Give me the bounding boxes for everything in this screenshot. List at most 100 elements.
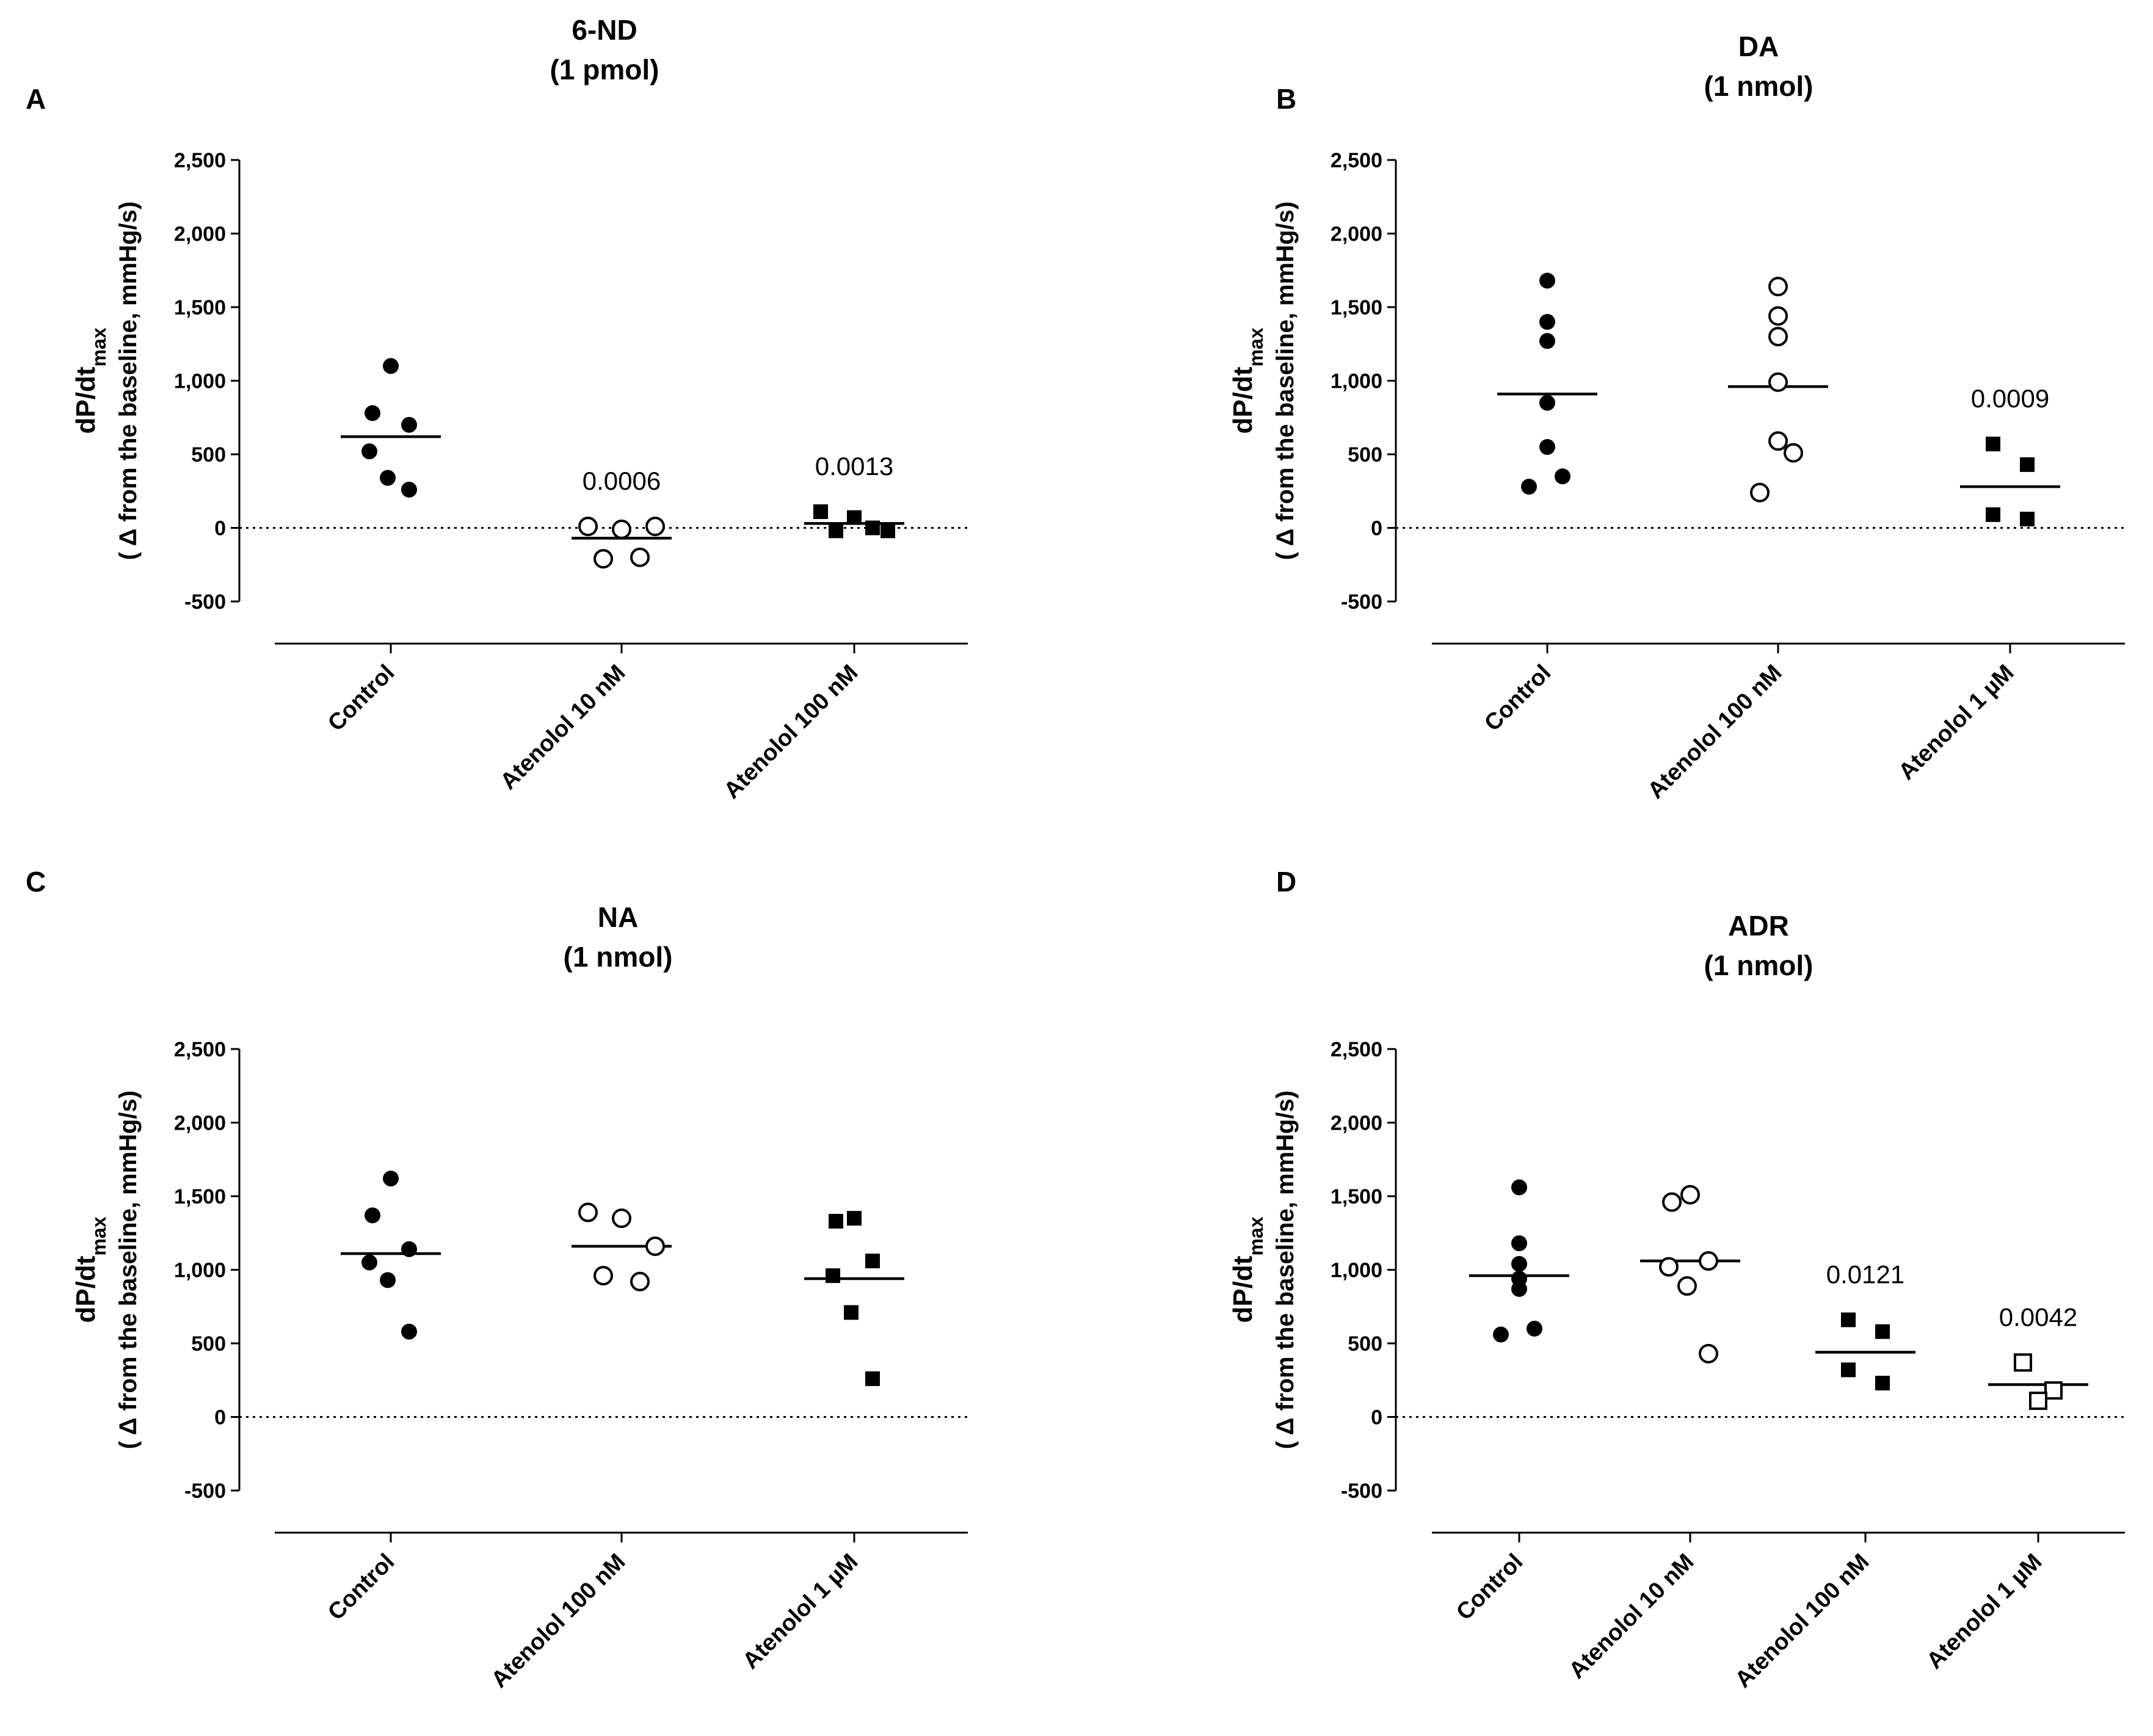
p-value-annotation: 0.0006 [583, 467, 661, 495]
y-axis-label: dP/dtmax [71, 1216, 110, 1323]
chart-title: (1 nmol) [1704, 70, 1814, 102]
data-point [630, 547, 650, 567]
y-tick-label: 0 [1371, 1406, 1382, 1429]
data-point [401, 416, 417, 433]
data-point [2020, 512, 2035, 527]
data-point [612, 1208, 631, 1229]
x-tick-label: Atenolol 1 µM [1922, 1549, 2047, 1674]
data-point [578, 1202, 598, 1222]
data-point [1784, 443, 1803, 463]
data-point [1511, 1255, 1527, 1272]
chart-title: 6-ND [572, 14, 637, 46]
data-point [1677, 1276, 1697, 1296]
chart-title: (1 pmol) [550, 54, 659, 85]
data-point [847, 510, 862, 525]
data-point [365, 1207, 380, 1224]
data-point [1539, 438, 1555, 455]
data-point [578, 517, 598, 537]
chart-panel-B: B DA (1 nmol) -500 0 500 1,000 1,500 2,000 2,500 d… [1228, 31, 2125, 804]
y-tick-label: 2,500 [1331, 149, 1382, 172]
data-point [380, 1272, 396, 1288]
y-tick-label: 2,000 [174, 1112, 226, 1135]
data-point [361, 443, 377, 460]
data-point [865, 1371, 880, 1386]
y-tick-label: -500 [1341, 1480, 1382, 1503]
y-axis-label-sub: ( Δ from the baseline, mmHg/s) [1272, 1091, 1299, 1449]
data-point [1768, 306, 1788, 326]
y-tick-label: 1,500 [174, 296, 226, 319]
x-tick-label: Control [323, 1549, 399, 1625]
data-point [1662, 1192, 1682, 1212]
chart-panel-D: D ADR (1 nmol) -500 0 500 1,000 1,500 2,000 2,500… [1228, 866, 2125, 1693]
data-point [1841, 1312, 1856, 1327]
data-point [1875, 1324, 1890, 1339]
data-point [594, 1266, 613, 1286]
chart-title: (1 nmol) [564, 941, 673, 973]
y-tick-label: 2,000 [1331, 1112, 1382, 1135]
y-axis-label: dP/dtmax [1228, 1216, 1267, 1323]
y-tick-label: -500 [184, 590, 226, 614]
data-point [594, 549, 613, 569]
y-tick-label: 1,000 [174, 370, 226, 393]
data-point [1493, 1326, 1509, 1343]
data-point [813, 504, 828, 519]
data-point [401, 1323, 417, 1340]
y-tick-label: 2,500 [174, 1038, 226, 1061]
y-axis-label: dP/dtmax [71, 327, 110, 434]
data-point [2014, 1353, 2032, 1372]
chart-title: DA [1738, 31, 1779, 62]
y-tick-label: 2,500 [174, 149, 226, 172]
data-point [829, 1213, 843, 1229]
data-point [630, 1271, 650, 1291]
chart-panel-C: C NA (1 nmol) -500 0 500 1,000 1,500 2,000 2,500 d… [26, 866, 968, 1693]
data-point [380, 470, 396, 486]
chart-title: NA [598, 901, 638, 933]
data-point [383, 358, 399, 374]
data-point [1841, 1362, 1856, 1378]
data-point [1768, 372, 1788, 392]
data-point [826, 1268, 840, 1284]
data-point [1511, 1280, 1527, 1297]
data-point [844, 1305, 859, 1320]
x-tick-label: Atenolol 100 nM [719, 660, 863, 804]
data-point [645, 517, 665, 537]
data-point [2044, 1381, 2063, 1400]
data-point [1659, 1257, 1679, 1277]
data-point [1986, 437, 2000, 452]
y-tick-label: 1,500 [1331, 296, 1382, 319]
panel-label: D [1276, 866, 1296, 898]
y-axis-label-sub: ( Δ from the baseline, mmHg/s) [115, 1091, 142, 1449]
y-axis-label-sub: ( Δ from the baseline, mmHg/s) [115, 202, 142, 560]
data-point [1555, 468, 1570, 485]
data-point [829, 523, 843, 539]
y-tick-label: 0 [1371, 517, 1382, 540]
data-point [401, 481, 417, 498]
x-tick-label: Atenolol 100 nM [1643, 660, 1787, 804]
data-point [1680, 1185, 1700, 1205]
data-point [612, 519, 631, 539]
y-tick-label: 1,000 [174, 1259, 226, 1282]
chart-panel-A: A 6-ND (1 pmol) -500 0 500 1,000 1,500 2,000 2,50… [26, 14, 968, 804]
data-point [401, 1241, 417, 1257]
x-tick-label: Control [1480, 660, 1556, 736]
data-point [1768, 327, 1788, 347]
data-point [1875, 1376, 1890, 1391]
y-tick-label: 1,500 [174, 1185, 226, 1208]
data-point [1699, 1251, 1718, 1271]
data-point [1768, 277, 1788, 297]
data-point [865, 1254, 880, 1269]
y-tick-label: -500 [1341, 590, 1382, 614]
data-point [2029, 1391, 2047, 1410]
y-tick-label: 500 [1348, 443, 1382, 467]
y-tick-label: 1,500 [1331, 1185, 1382, 1208]
y-tick-label: 0 [214, 517, 226, 540]
x-tick-label: Control [1451, 1549, 1528, 1625]
data-point [1539, 394, 1555, 411]
panel-label: C [26, 866, 46, 898]
data-point [1521, 479, 1537, 495]
data-point [1539, 272, 1555, 289]
panel-label: A [26, 83, 46, 115]
data-point [1699, 1343, 1718, 1364]
y-tick-label: 0 [214, 1406, 226, 1429]
